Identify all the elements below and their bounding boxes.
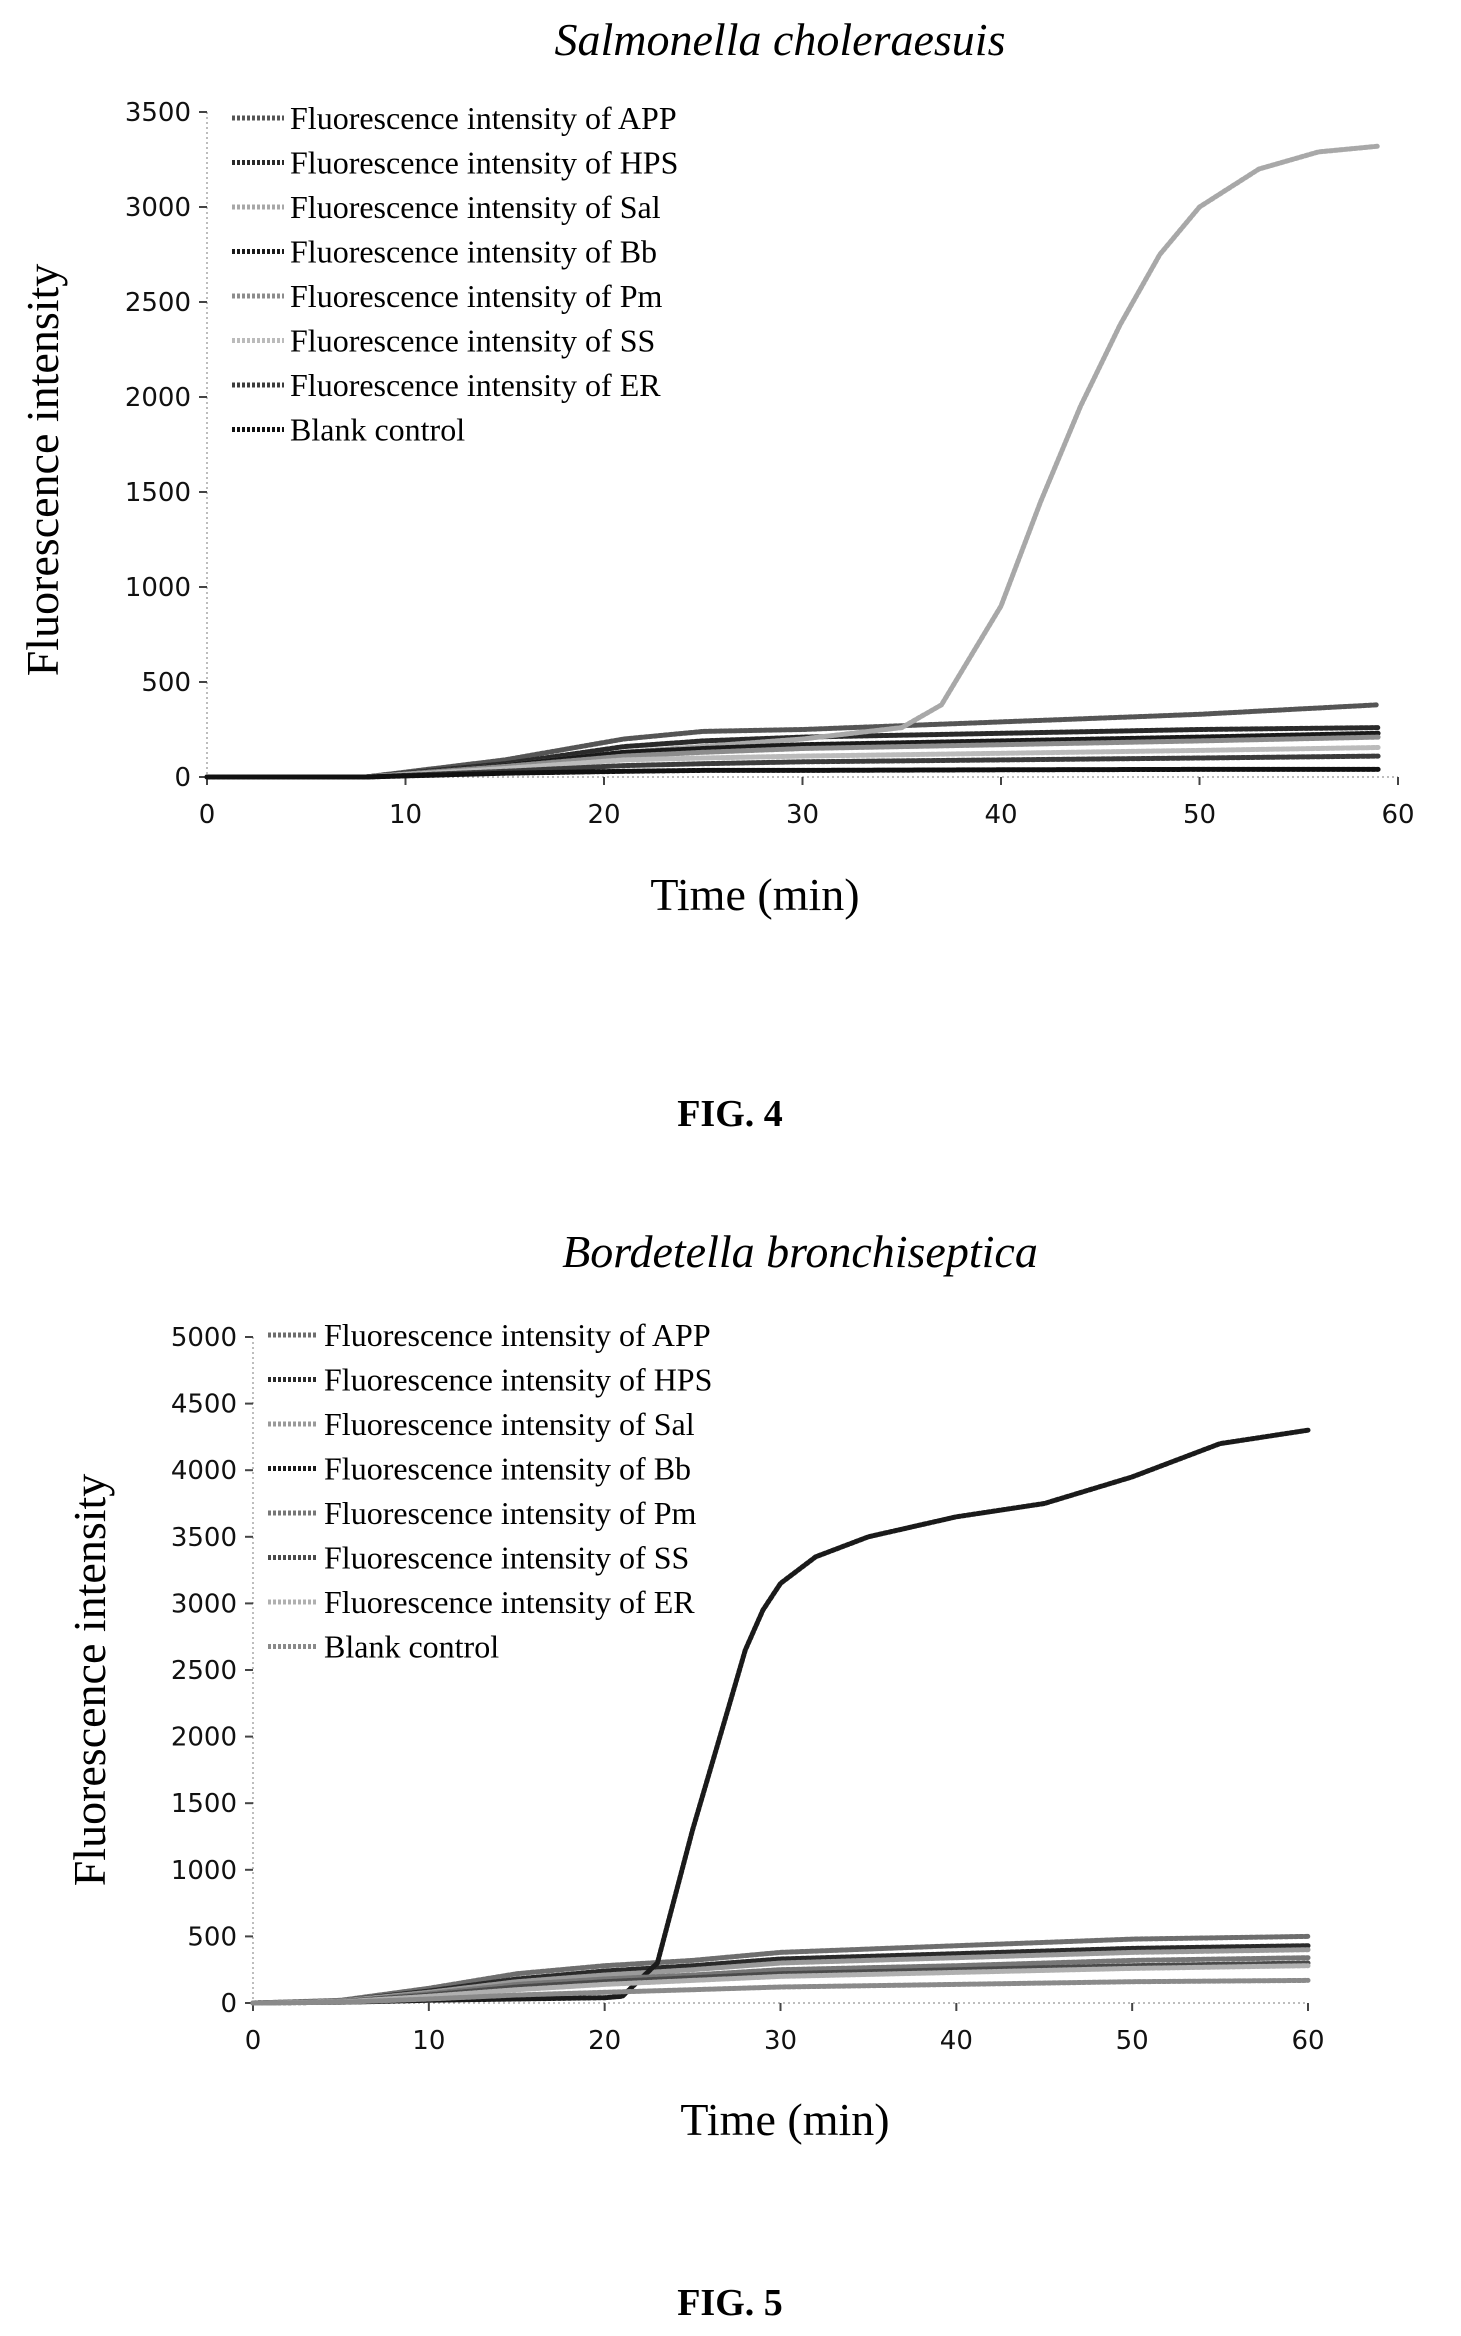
series-lines [204,143,1381,780]
y-tick-label: 1500 [171,1789,237,1819]
legend-label: Fluorescence intensity of ER [324,1584,695,1620]
y-tick-label: 3000 [171,1589,237,1619]
y-tick-label: 2000 [125,383,191,413]
y-tick-label: 0 [174,763,191,793]
x-axis-label: Time (min) [680,2094,889,2145]
y-axis-label: Fluorescence intensity [64,1474,115,1887]
y-tick-label: 0 [220,1989,237,2019]
x-tick-label: 30 [786,800,819,830]
x-axis-label: Time (min) [650,869,859,920]
legend: Fluorescence intensity of APP Fluorescenc… [268,1317,712,1665]
legend-label: Fluorescence intensity of Pm [324,1495,696,1531]
chart-salmonella: Salmonella choleraesuis Fluorescence int… [17,14,1415,1135]
x-tick-label: 20 [587,800,620,830]
y-tick-label: 3500 [171,1523,237,1553]
series-line-8 [204,766,1381,780]
figure-label: FIG. 4 [677,1093,783,1135]
y-tick-label: 2500 [125,288,191,318]
y-tick-label: 500 [187,1922,237,1952]
x-tick-label: 10 [412,2026,445,2056]
y-tick-label: 3000 [125,193,191,223]
chart-bordetella: Bordetella bronchiseptica Fluorescence i… [64,1226,1325,2324]
y-axis-label: Fluorescence intensity [17,264,68,677]
legend-label: Fluorescence intensity of SS [324,1540,689,1576]
x-tick-label: 20 [588,2026,621,2056]
y-tick-label: 2000 [171,1723,237,1753]
x-tick-label: 60 [1291,2026,1324,2056]
tick-labels: 0500100015002000250030003500400045005000… [171,1323,1325,2056]
legend: Fluorescence intensity of APP Fluorescenc… [232,100,678,448]
legend-label: Fluorescence intensity of Sal [290,189,661,225]
legend-label: Fluorescence intensity of Bb [290,234,657,270]
x-tick-label: 30 [764,2026,797,2056]
y-tick-label: 1000 [171,1856,237,1886]
legend-label: Fluorescence intensity of ER [290,367,661,403]
legend-label: Fluorescence intensity of Bb [324,1451,691,1487]
y-tick-label: 1000 [125,573,191,603]
series-lines [250,1427,1311,2006]
y-tick-label: 4500 [171,1390,237,1420]
axes [245,1336,1309,2011]
legend-label: Fluorescence intensity of HPS [324,1362,712,1398]
x-tick-label: 0 [245,2026,262,2056]
y-tick-label: 500 [141,668,191,698]
legend-label: Blank control [290,412,465,448]
x-tick-label: 50 [1183,800,1216,830]
y-tick-label: 5000 [171,1323,237,1353]
legend-label: Fluorescence intensity of APP [324,1317,711,1353]
tick-labels: 0 500 1000 1500 2000 2500 3000 3500 0 10 20 30 40 50 6… [125,98,1415,830]
legend-label: Fluorescence intensity of Sal [324,1406,695,1442]
series-line-7 [204,753,1381,780]
axes [199,111,1399,785]
x-tick-label: 60 [1381,800,1414,830]
legend-label: Fluorescence intensity of Pm [290,278,662,314]
y-tick-label: 3500 [125,98,191,128]
y-tick-label: 2500 [171,1656,237,1686]
x-tick-label: 50 [1116,2026,1149,2056]
x-tick-label: 10 [389,800,422,830]
series-line-4 [250,1427,1311,2006]
x-tick-label: 40 [984,800,1017,830]
legend-label: Fluorescence intensity of HPS [290,145,678,181]
y-tick-label: 4000 [171,1456,237,1486]
x-tick-label: 40 [940,2026,973,2056]
chart-title: Bordetella bronchiseptica [562,1226,1038,1277]
figure-label: FIG. 5 [677,2282,783,2324]
chart-title: Salmonella choleraesuis [555,14,1006,65]
series-line-8 [250,1977,1311,2006]
y-tick-label: 1500 [125,478,191,508]
legend-label: Blank control [324,1629,499,1665]
x-tick-label: 0 [199,800,216,830]
legend-label: Fluorescence intensity of SS [290,323,655,359]
legend-label: Fluorescence intensity of APP [290,100,677,136]
